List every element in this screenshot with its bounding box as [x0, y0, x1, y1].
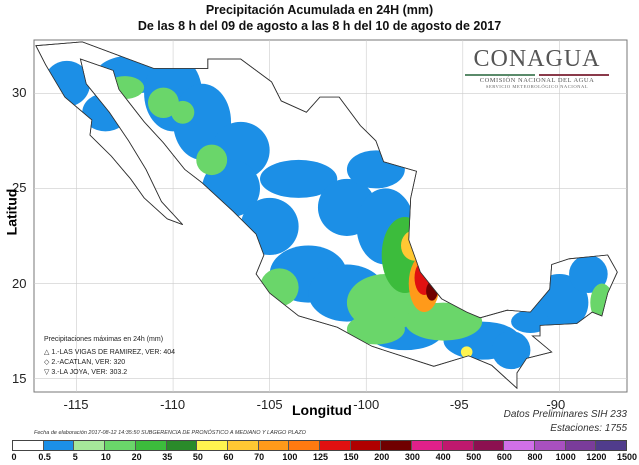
colorbar-segment [13, 441, 44, 450]
estaciones-count: Estaciones: 1755 [550, 423, 627, 434]
x-tick-label: -90 [546, 397, 566, 412]
colorbar-label: 1000 [555, 452, 576, 462]
map-subtitle: De las 8 h del 09 de agosto a las 8 h de… [137, 19, 502, 33]
colorbar-label: 125 [312, 452, 329, 462]
colorbar-segment [227, 441, 259, 450]
y-tick-label: 20 [12, 275, 27, 291]
rain-area [171, 100, 195, 124]
y-tick-label: 25 [12, 180, 27, 196]
colorbar-label: 200 [374, 452, 390, 462]
colorbar [12, 440, 627, 451]
legend-item: ◇ 2.-ACATLAN, VER: 320 [44, 359, 126, 366]
colorbar-segment [596, 441, 627, 450]
conagua-logo: CONAGUA COMISIÓN NACIONAL DEL AGUA SERVI… [465, 46, 609, 89]
x-tick-label: -115 [63, 397, 89, 412]
logo-line1: COMISIÓN NACIONAL DEL AGUA [479, 77, 595, 84]
colorbar-label: 1500 [616, 452, 638, 462]
x-tick-label: -95 [449, 397, 469, 412]
colorbar-segment [381, 441, 413, 450]
y-tick-label: 15 [12, 370, 27, 386]
colorbar-label: 500 [466, 452, 482, 462]
colorbar-segment [565, 441, 597, 450]
colorbar-segment [442, 441, 474, 450]
colorbar-label: 10 [100, 452, 111, 462]
map-title: Precipitación Acumulada en 24H (mm) [205, 3, 434, 17]
colorbar-segment [473, 441, 505, 450]
data-info: Datos Preliminares SIH 233 Estaciones: 1… [504, 408, 627, 436]
colorbar-label: 60 [223, 452, 234, 462]
max-precip-legend: Precipitaciones máximas en 24h (mm) △ 1.… [44, 335, 175, 378]
colorbar-label: 600 [496, 452, 512, 462]
rain-area [569, 255, 608, 294]
rain-area [147, 87, 179, 119]
colorbar-segment [412, 441, 443, 450]
x-tick-label: -110 [160, 397, 186, 412]
rain-area [491, 331, 531, 370]
colorbar-label: 35 [162, 452, 173, 462]
colorbar-segment [197, 441, 228, 450]
colorbar-label: 400 [435, 452, 451, 462]
rain-area [196, 144, 228, 176]
colorbar-label: 0 [11, 452, 17, 462]
colorbar-segment [135, 441, 167, 450]
colorbar-segment [534, 441, 566, 450]
colorbar-segment [105, 441, 136, 450]
legend-header: Precipitaciones máximas en 24h (mm) [44, 336, 164, 343]
colorbar-segment [504, 441, 535, 450]
colorbar-label: 150 [343, 452, 359, 462]
rain-area [259, 159, 338, 198]
colorbar-label: 0.5 [38, 452, 51, 462]
legend-item: △ 1.-LAS VIGAS DE RAMIREZ, VER: 404 [44, 349, 176, 356]
colorbar-label: 800 [527, 452, 543, 462]
logo-name: CONAGUA [473, 46, 601, 72]
y-axis-label: Latitud [3, 188, 20, 236]
colorbar-label: 1200 [586, 452, 607, 462]
colorbar-segment [350, 441, 382, 450]
datos-preliminares: Datos Preliminares SIH 233 [503, 409, 627, 420]
logo-line2: SERVICIO METEOROLÓGICO NACIONAL [485, 84, 589, 89]
colorbar-segment [320, 441, 351, 450]
coastline [35, 41, 618, 390]
elaboration-date: Fecha de elaboración 2017-08-12 14:35:50… [34, 430, 306, 436]
legend-item: ▽ 3.-LA JOYA, VER: 303.2 [44, 369, 128, 376]
colorbar-label: 5 [72, 452, 78, 462]
colorbar-label: 20 [131, 452, 142, 462]
y-tick-label: 30 [12, 85, 27, 101]
rain-area [460, 346, 473, 358]
x-tick-label: -105 [256, 397, 283, 412]
colorbar-label: 50 [192, 452, 203, 462]
colorbar-segment [258, 441, 290, 450]
colorbar-segment [166, 441, 198, 450]
colorbar-label: 100 [282, 452, 298, 462]
rain-area [346, 313, 405, 345]
colorbar-segment [74, 441, 106, 450]
colorbar-label: 70 [254, 452, 265, 462]
colorbar-segment [289, 441, 321, 450]
x-axis-label: Longitud [292, 402, 352, 418]
rain-area [404, 302, 483, 341]
colorbar-label: 300 [404, 452, 420, 462]
x-tick-label: -100 [353, 397, 380, 412]
colorbar-segment [43, 441, 75, 450]
